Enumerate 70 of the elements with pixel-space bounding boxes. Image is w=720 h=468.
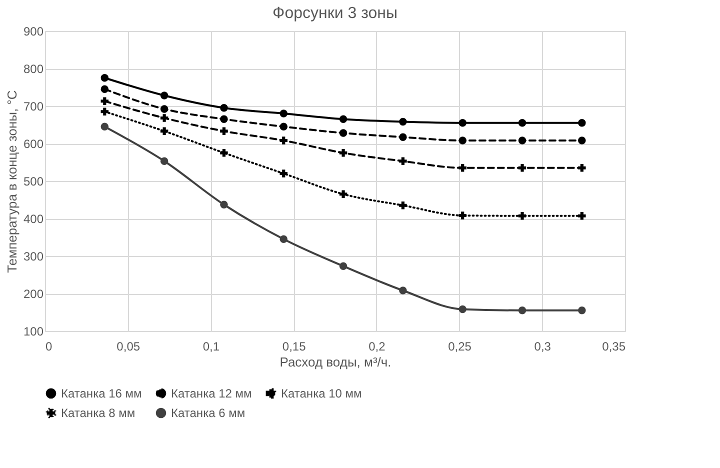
point	[458, 136, 466, 144]
point	[220, 127, 228, 135]
point	[100, 122, 109, 130]
point	[100, 74, 109, 82]
x-tick-label: 0,35	[602, 340, 626, 354]
point	[220, 149, 228, 157]
y-tick-label: 500	[23, 174, 44, 188]
legend-label: Катанка 8 мм	[61, 406, 136, 420]
point	[578, 136, 586, 144]
legend-label: Катанка 10 мм	[281, 386, 362, 400]
point	[160, 127, 168, 135]
point	[280, 122, 288, 130]
point	[280, 170, 288, 178]
point	[399, 118, 407, 126]
point	[280, 235, 288, 243]
point	[339, 129, 348, 137]
y-tick-label: 800	[23, 62, 44, 76]
point	[518, 306, 526, 314]
point	[458, 164, 466, 172]
point	[578, 212, 586, 220]
point	[160, 92, 168, 100]
x-tick-label: 0,15	[282, 340, 306, 354]
point	[100, 108, 109, 116]
y-tick-label: 300	[23, 250, 44, 264]
point	[160, 157, 168, 165]
point	[458, 305, 466, 314]
x-axis-title: Расход воды, м³/ч.	[280, 354, 392, 370]
point	[578, 119, 586, 127]
chart-title: Форсунки 3 зоны	[272, 5, 398, 22]
y-tick-label: 700	[23, 100, 44, 114]
point	[220, 200, 228, 208]
point	[399, 157, 407, 165]
legend-label: Катанка 16 мм	[61, 386, 142, 400]
legend-label: Катанка 6 мм	[171, 406, 246, 420]
point	[399, 133, 407, 141]
point	[280, 110, 288, 118]
point	[399, 286, 407, 294]
x-tick-label: 0,05	[116, 340, 140, 354]
point	[220, 104, 228, 112]
point	[458, 212, 466, 220]
point	[518, 164, 526, 172]
point	[518, 119, 526, 127]
x-tick-label: 0,2	[368, 340, 386, 354]
point	[578, 306, 586, 314]
point	[160, 105, 168, 113]
y-tick-label: 900	[23, 24, 44, 38]
x-tick-label: 0,1	[202, 340, 220, 354]
y-tick-label: 100	[23, 324, 44, 338]
point	[220, 115, 228, 123]
point	[518, 212, 526, 220]
x-tick-label: 0,3	[534, 340, 552, 354]
point	[399, 202, 407, 210]
point	[518, 136, 526, 144]
y-axis-title: Температура в конце зоны, °C	[4, 90, 20, 273]
point	[458, 119, 466, 127]
y-tick-label: 200	[23, 287, 44, 301]
point	[339, 262, 348, 270]
point	[160, 114, 168, 122]
point	[339, 115, 348, 123]
point	[339, 149, 348, 157]
point	[100, 97, 109, 105]
point	[578, 164, 586, 172]
point	[100, 85, 109, 93]
x-tick-label: 0,25	[448, 340, 472, 354]
legend-label: Катанка 12 мм	[171, 386, 252, 400]
point	[339, 190, 348, 198]
y-tick-label: 600	[23, 137, 44, 151]
y-tick-label: 400	[23, 212, 44, 226]
x-tick-label: 0	[46, 340, 52, 354]
point	[280, 136, 288, 144]
